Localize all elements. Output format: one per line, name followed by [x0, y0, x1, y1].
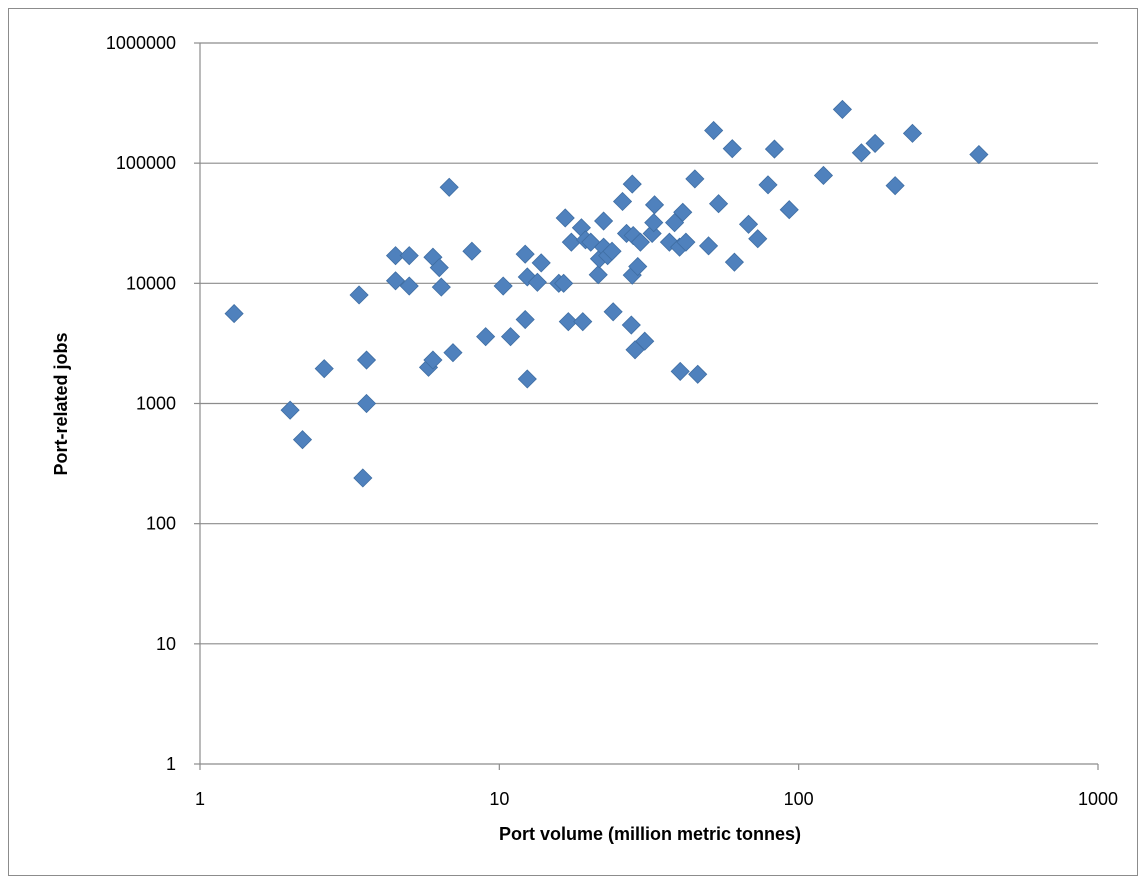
data-point — [635, 331, 655, 351]
x-tick-labels: 1 10 100 1000 — [195, 789, 1118, 809]
data-point — [353, 468, 373, 488]
data-point — [493, 276, 513, 296]
chart-frame — [8, 8, 1138, 876]
x-tick-label: 1000 — [1078, 789, 1118, 809]
data-point — [399, 246, 419, 266]
y-tick-label: 100 — [146, 514, 176, 534]
data-point — [603, 302, 623, 322]
x-axis-title: Port volume (million metric tonnes) — [499, 824, 801, 844]
data-point — [885, 176, 905, 196]
data-point — [515, 309, 535, 330]
y-tick-label: 10000 — [126, 273, 176, 293]
data-point — [554, 273, 574, 293]
data-point — [813, 165, 834, 186]
data-point — [676, 232, 696, 252]
data-point — [561, 232, 581, 252]
data-point — [738, 214, 759, 234]
y-tick-label: 1000000 — [106, 33, 176, 53]
gridlines — [200, 42, 1098, 645]
data-point — [594, 211, 614, 231]
data-point — [356, 350, 377, 370]
data-point — [292, 430, 313, 450]
data-point — [724, 252, 744, 272]
data-point — [685, 169, 705, 189]
data-point — [399, 276, 419, 296]
data-point — [515, 244, 535, 264]
data-point — [356, 393, 377, 414]
axes — [194, 42, 1099, 770]
data-point — [764, 139, 785, 159]
data-point — [659, 232, 679, 252]
data-point — [588, 265, 608, 285]
data-point — [969, 144, 989, 165]
data-point — [462, 241, 482, 261]
data-point — [698, 236, 719, 256]
data-points — [224, 99, 989, 488]
data-point — [832, 99, 852, 119]
data-point — [688, 364, 708, 384]
data-point — [622, 174, 642, 194]
data-point — [779, 200, 799, 220]
y-tick-label: 10 — [156, 634, 176, 654]
data-point — [865, 133, 885, 153]
data-point — [630, 232, 650, 252]
data-point — [280, 400, 300, 420]
data-point — [349, 285, 369, 305]
data-point — [644, 213, 664, 233]
data-point — [851, 143, 871, 163]
data-point — [602, 241, 622, 261]
data-point — [314, 359, 334, 379]
data-point — [476, 327, 496, 347]
y-tick-label: 1000 — [136, 394, 176, 414]
data-point — [439, 177, 459, 197]
data-point — [581, 232, 601, 252]
data-point — [708, 194, 729, 214]
data-point — [673, 202, 693, 222]
data-point — [748, 229, 768, 249]
data-point — [429, 258, 449, 278]
x-tick-label: 10 — [489, 789, 509, 809]
data-point — [628, 256, 648, 277]
data-point — [722, 139, 742, 159]
data-point — [558, 312, 578, 332]
x-tick-label: 100 — [784, 789, 814, 809]
data-point — [431, 277, 451, 297]
data-point — [902, 123, 923, 143]
data-point — [670, 361, 690, 381]
data-point — [500, 327, 521, 347]
data-point — [224, 304, 244, 324]
data-point — [423, 350, 443, 370]
data-point — [758, 175, 778, 195]
data-point — [517, 267, 537, 287]
y-tick-label: 100000 — [116, 153, 176, 173]
y-tick-label: 1 — [166, 754, 176, 774]
data-point — [443, 343, 463, 363]
data-point — [612, 191, 633, 212]
y-tick-labels: 1 10 100 1000 10000 100000 1000000 — [106, 33, 176, 774]
data-point — [573, 312, 593, 332]
data-point — [527, 272, 547, 292]
data-point — [644, 195, 665, 215]
data-point — [704, 120, 724, 141]
data-point — [385, 271, 406, 291]
data-point — [621, 315, 641, 335]
data-point — [517, 369, 537, 389]
data-point — [555, 208, 575, 228]
data-point — [531, 253, 551, 273]
y-axis-title: Port-related jobs — [51, 332, 71, 475]
data-point — [385, 246, 406, 266]
x-tick-label: 1 — [195, 789, 205, 809]
